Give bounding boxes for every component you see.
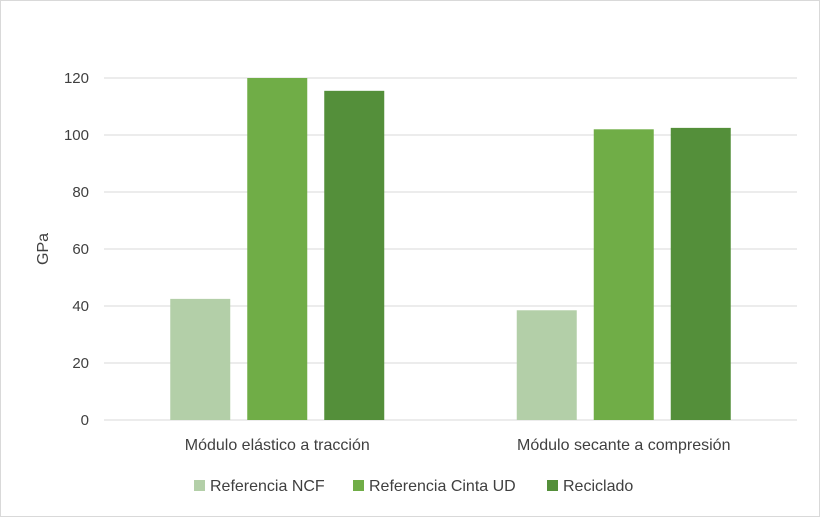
y-axis-title: GPa (35, 233, 52, 265)
legend-swatch (353, 480, 364, 491)
bar (324, 90, 385, 420)
legend-label: Referencia Cinta UD (369, 478, 516, 495)
bar (670, 127, 731, 420)
legend-swatch (547, 480, 558, 491)
x-category-label: Módulo secante a compresión (517, 437, 730, 454)
legend-label: Referencia NCF (210, 478, 325, 495)
y-axis-ticks: 0 20 40 60 80 100 120 (64, 70, 89, 429)
legend-label: Reciclado (563, 478, 633, 495)
y-tick-label: 100 (64, 127, 89, 144)
y-tick-label: 0 (81, 412, 89, 429)
legend-swatch (194, 480, 205, 491)
y-tick-label: 120 (64, 70, 89, 87)
y-tick-label: 20 (72, 355, 89, 372)
bar (593, 129, 654, 421)
bar (247, 78, 308, 420)
legend: Referencia NCF Referencia Cinta UD Recicla… (194, 478, 633, 495)
bars (170, 78, 731, 421)
y-tick-label: 60 (72, 241, 89, 258)
y-tick-label: 40 (72, 298, 89, 315)
x-axis-categories: Módulo elástico a tracción Módulo secante… (185, 437, 731, 454)
x-category-label: Módulo elástico a tracción (185, 437, 370, 454)
bar (170, 298, 231, 420)
bar (516, 310, 577, 420)
y-tick-label: 80 (72, 184, 89, 201)
